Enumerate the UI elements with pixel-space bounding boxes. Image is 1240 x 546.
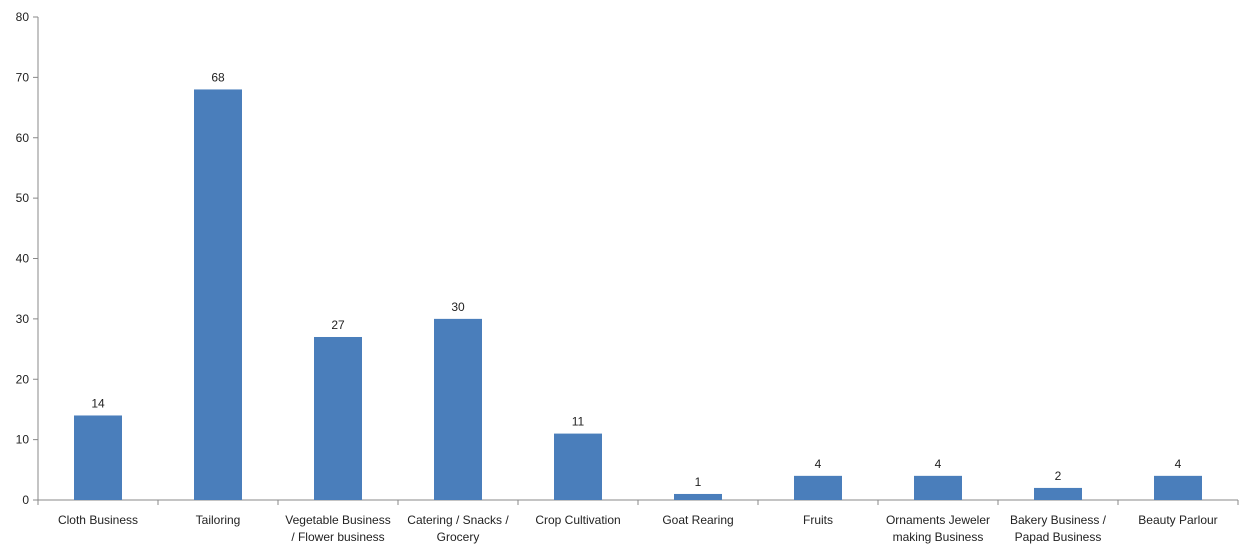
data-label: 68 xyxy=(211,70,225,84)
category-label-line: Vegetable Business xyxy=(285,513,390,527)
bar xyxy=(434,318,482,500)
category-label-line: making Business xyxy=(893,530,984,544)
category-label-line: Tailoring xyxy=(196,513,241,527)
data-label: 14 xyxy=(91,396,105,410)
category-label: Beauty Parlour xyxy=(1138,513,1217,527)
bar xyxy=(194,89,242,500)
data-label: 1 xyxy=(695,475,702,489)
y-tick-label: 10 xyxy=(16,433,30,447)
data-label: 30 xyxy=(451,300,465,314)
category-label-line: / Flower business xyxy=(291,530,384,544)
category-label-line: Ornaments Jeweler xyxy=(886,513,990,527)
category-label: Vegetable Business / Flower business xyxy=(285,513,390,544)
category-label: Tailoring xyxy=(196,513,241,527)
category-label: Fruits xyxy=(803,513,833,527)
bar xyxy=(74,415,122,500)
category-label: Catering / Snacks / Grocery xyxy=(407,513,509,544)
data-label: 4 xyxy=(815,457,822,471)
category-label-line: Catering / Snacks / xyxy=(407,513,509,527)
data-label: 27 xyxy=(331,318,345,332)
y-tick-label: 60 xyxy=(16,131,30,145)
bar xyxy=(314,336,362,500)
category-label-line: Goat Rearing xyxy=(662,513,733,527)
bar xyxy=(674,493,722,500)
y-tick-label: 20 xyxy=(16,372,30,386)
category-label-line: Cloth Business xyxy=(58,513,138,527)
y-tick-label: 0 xyxy=(22,493,29,507)
category-label-line: Grocery xyxy=(437,530,480,544)
y-tick-label: 70 xyxy=(16,70,30,84)
data-label: 11 xyxy=(572,415,585,429)
data-label: 2 xyxy=(1055,469,1062,483)
category-label-line: Bakery Business / xyxy=(1010,513,1107,527)
data-label: 4 xyxy=(1175,457,1182,471)
category-label-line: Crop Cultivation xyxy=(535,513,620,527)
y-tick-label: 50 xyxy=(16,191,30,205)
category-label: Crop Cultivation xyxy=(535,513,620,527)
bar xyxy=(794,475,842,500)
category-label: Cloth Business xyxy=(58,513,138,527)
data-label: 4 xyxy=(935,457,942,471)
y-tick-label: 80 xyxy=(16,10,30,24)
category-label: Goat Rearing xyxy=(662,513,733,527)
bars xyxy=(74,89,1202,500)
category-label-line: Beauty Parlour xyxy=(1138,513,1217,527)
category-label: Ornaments Jeweler making Business xyxy=(886,513,990,544)
bar xyxy=(554,433,602,500)
category-label: Bakery Business / Papad Business xyxy=(1010,513,1107,544)
bar xyxy=(1154,475,1202,500)
category-label-line: Fruits xyxy=(803,513,833,527)
y-tick-label: 40 xyxy=(16,252,30,266)
y-tick-label: 30 xyxy=(16,312,30,326)
bar xyxy=(1034,487,1082,500)
category-label-line: Papad Business xyxy=(1015,530,1102,544)
bar xyxy=(914,475,962,500)
